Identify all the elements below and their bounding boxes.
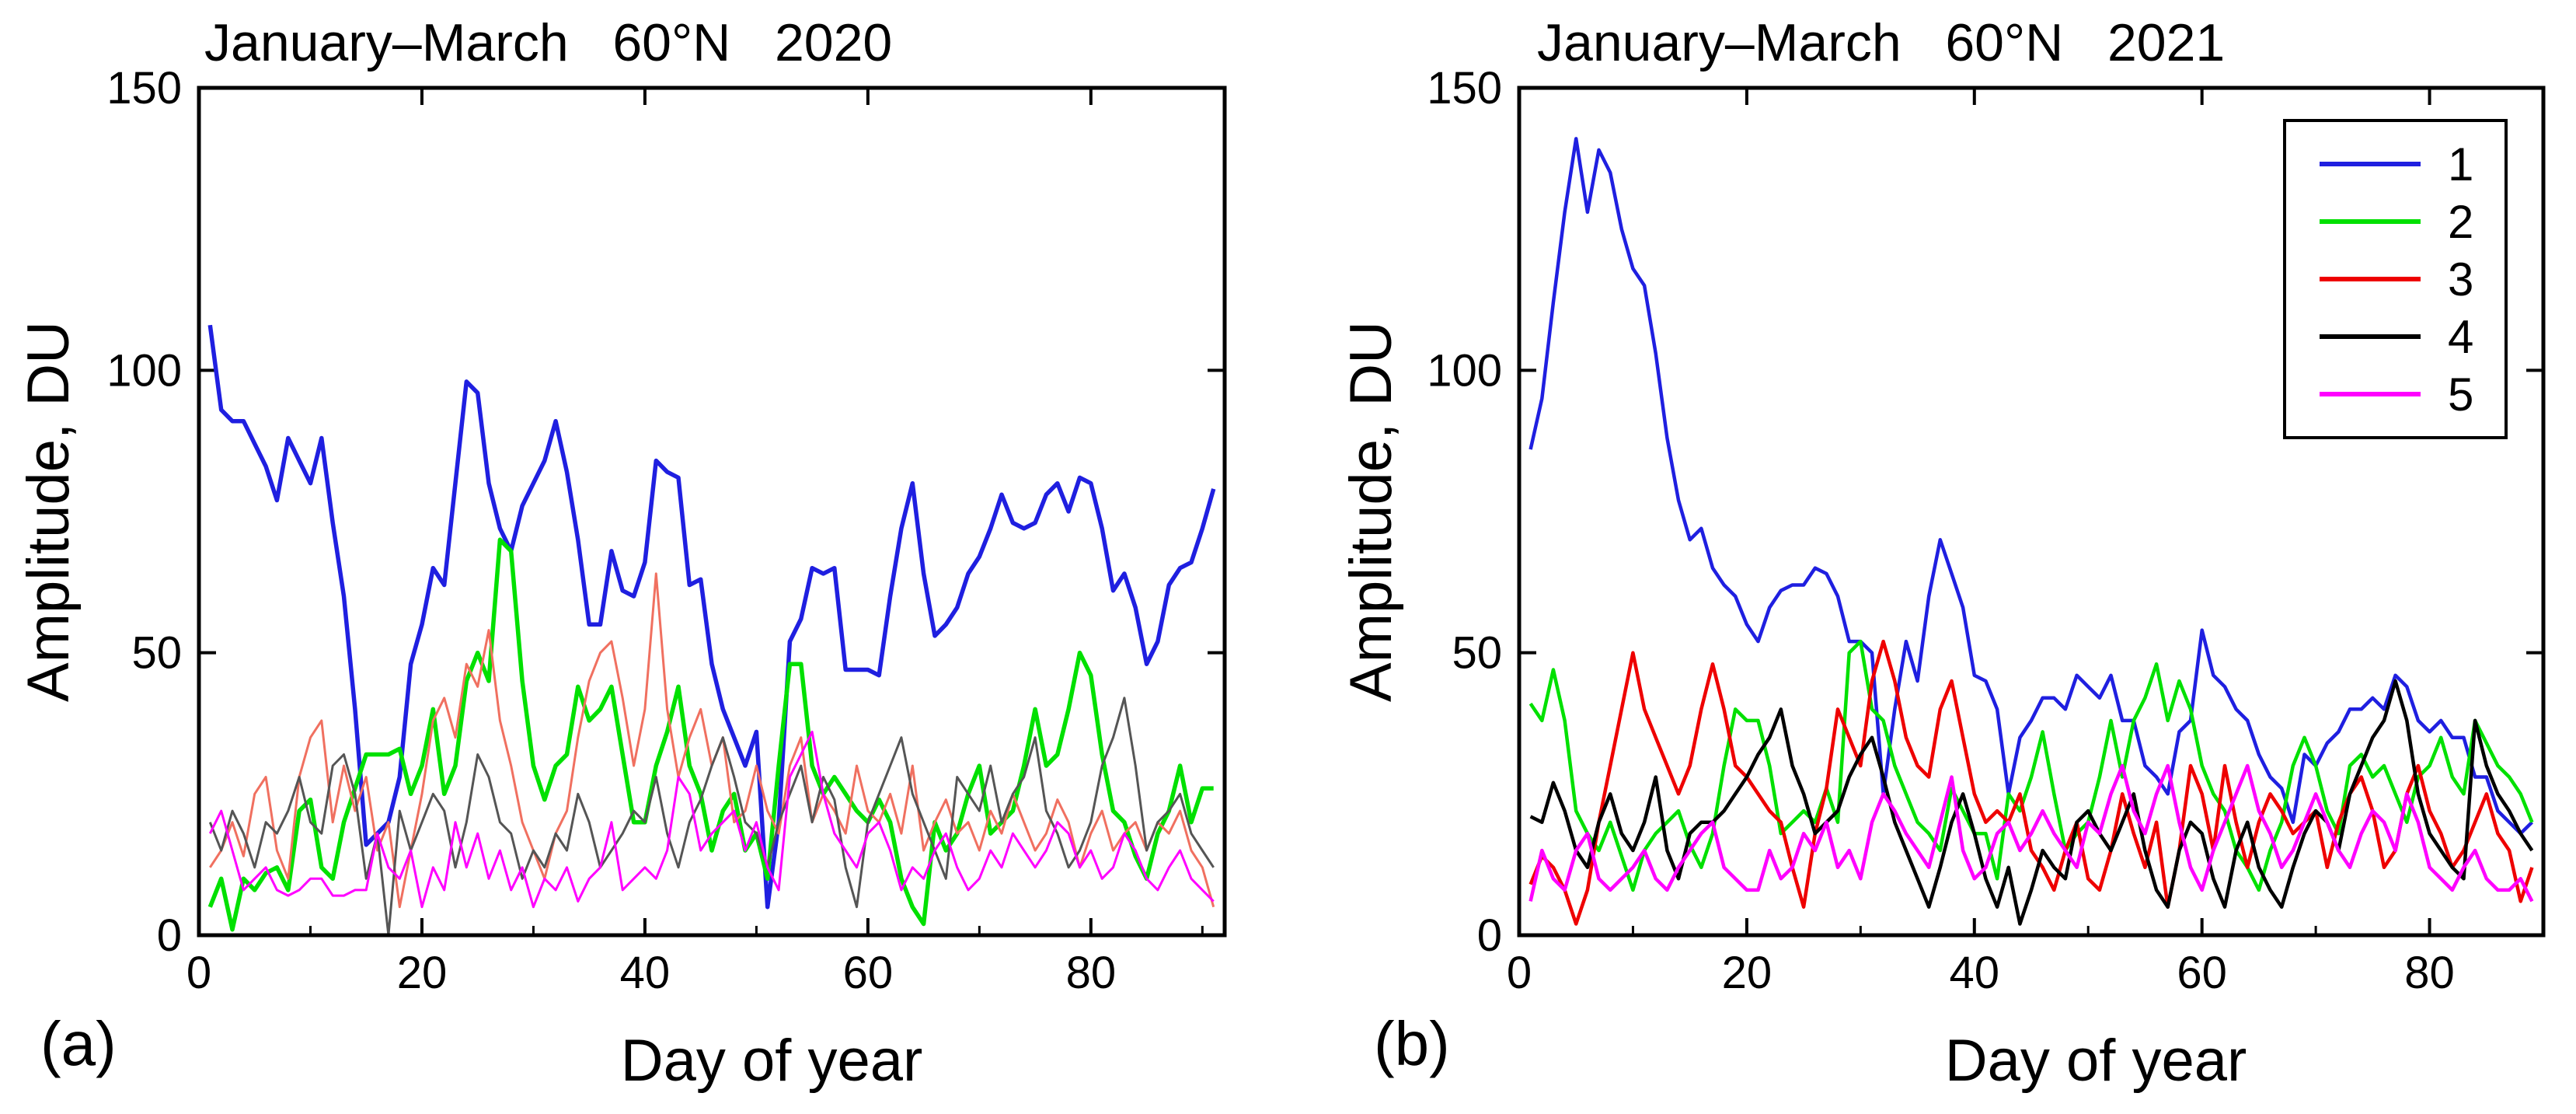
panel-a-series-5-line — [208, 730, 1215, 909]
panel-a-xtick-label-40: 40 — [620, 948, 671, 998]
panel-b-ytick-label-50: 50 — [1452, 628, 1502, 679]
panel-a-ytick-label-100: 100 — [106, 345, 182, 396]
panel-a-ytick-label-0: 0 — [157, 910, 182, 961]
panel-b-ytick-label-100: 100 — [1427, 345, 1502, 396]
panel-b: January–March 60°N 2021 0 20 40 60 80 0 50 100 1… — [1338, 13, 2546, 1094]
panel-b-series-4-line — [1529, 679, 2534, 926]
panel-a-xlabel: Day of year — [621, 1028, 923, 1094]
panel-b-label: (b) — [1374, 1009, 1450, 1078]
panel-b-series-1-line — [1529, 137, 2533, 836]
panel-a-series-1-line — [207, 324, 1216, 910]
panel-b-series-3-line — [1529, 639, 2534, 926]
panel-a-title: January–March 60°N 2020 — [204, 13, 892, 72]
panel-a-ticks: 0 20 40 60 80 0 50 100 150 — [106, 63, 1225, 998]
panel-b-xtick-label-20: 20 — [1722, 948, 1773, 998]
panel-a-xtick-label-80: 80 — [1066, 948, 1117, 998]
panel-b-plot-frame — [1517, 86, 2546, 938]
panel-a-ylabel: Amplitude, DU — [16, 321, 82, 702]
legend-label-4: 4 — [2448, 311, 2473, 363]
panel-a-plot — [207, 324, 1216, 937]
legend-label-2: 2 — [2448, 196, 2473, 248]
panel-a-plot-frame — [197, 86, 1227, 938]
panel-b-ylabel: Amplitude, DU — [1338, 321, 1404, 702]
panel-b-xtick-label-0: 0 — [1507, 948, 1532, 998]
panel-a-label: (a) — [40, 1009, 117, 1078]
panel-b-series-2-line — [1529, 639, 2534, 892]
panel-b-title: January–March 60°N 2021 — [1537, 13, 2225, 72]
panel-a-xtick-label-0: 0 — [186, 948, 211, 998]
panel-a: January–March 60°N 2020 0 20 40 60 80 0 50 100 1… — [16, 13, 1227, 1094]
panel-a-xtick-label-20: 20 — [397, 948, 448, 998]
panel-b-ytick-label-0: 0 — [1477, 910, 1502, 961]
panel-a-series-2-line — [207, 537, 1214, 932]
panel-a-ytick-label-50: 50 — [131, 628, 182, 679]
panel-b-plot — [1529, 137, 2534, 926]
panel-a-xtick-label-60: 60 — [843, 948, 894, 998]
panel-b-xtick-label-40: 40 — [1950, 948, 2000, 998]
panel-b-xtick-label-80: 80 — [2404, 948, 2455, 998]
panel-b-series-5-line — [1529, 763, 2534, 903]
legend-label-1: 1 — [2448, 138, 2473, 190]
panel-b-ticks: 0 20 40 60 80 0 50 100 150 — [1427, 63, 2543, 998]
legend-label-3: 3 — [2448, 253, 2473, 306]
panel-b-xtick-label-60: 60 — [2177, 948, 2227, 998]
legend-label-5: 5 — [2448, 368, 2473, 421]
panel-b-xlabel: Day of year — [1945, 1028, 2247, 1094]
panel-b-ytick-label-150: 150 — [1427, 63, 1502, 113]
panel-a-ytick-label-150: 150 — [106, 63, 182, 113]
